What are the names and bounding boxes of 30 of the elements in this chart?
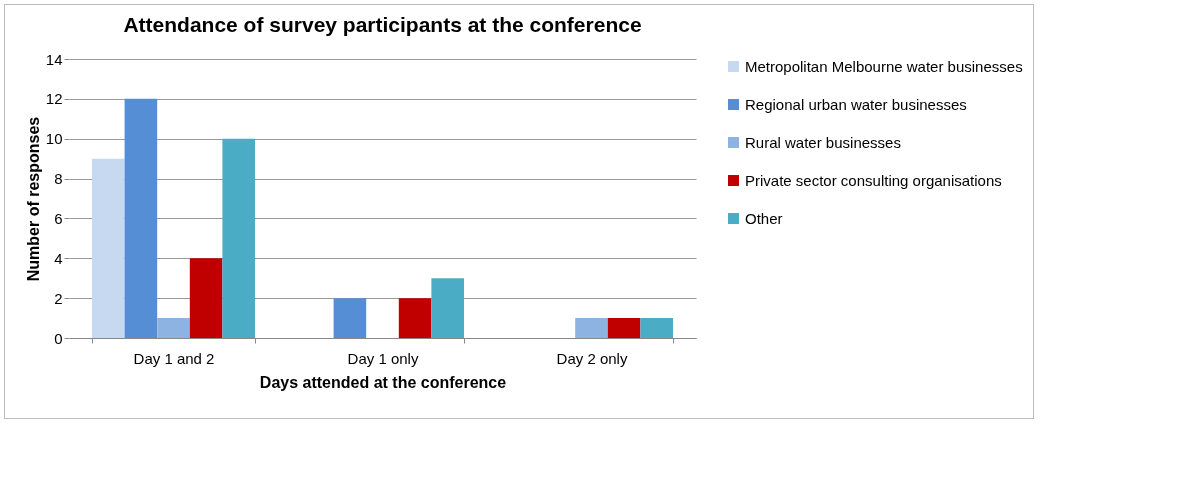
y-tick-label: 10 xyxy=(45,130,63,148)
legend-label: Other xyxy=(745,209,783,227)
bar xyxy=(124,98,158,338)
y-axis-title: Number of responses xyxy=(24,116,42,282)
bar xyxy=(157,318,190,338)
bar xyxy=(398,298,432,338)
y-tick-label: 0 xyxy=(54,329,63,347)
y-tick-label: 4 xyxy=(54,249,63,267)
y-tick-label: 8 xyxy=(54,170,63,188)
x-tick-label: Day 2 only xyxy=(556,349,628,367)
x-tick-label: Day 1 only xyxy=(347,349,419,367)
bar xyxy=(640,318,674,338)
bar xyxy=(222,138,256,338)
bar xyxy=(333,298,367,338)
bar xyxy=(91,158,125,338)
x-axis-title: Days attended at the conference xyxy=(259,373,507,391)
legend-label: Metropolitan Melbourne water businesses xyxy=(745,57,1023,75)
legend-label: Regional urban water businesses xyxy=(745,95,967,113)
x-tick-label: Day 1 and 2 xyxy=(133,349,215,367)
y-tick-label: 14 xyxy=(45,50,63,68)
chart-title: Attendance of survey participants at the conference xyxy=(123,13,642,36)
legend-label: Rural water businesses xyxy=(745,133,901,151)
legend-label: Private sector consulting organisations xyxy=(745,171,1002,189)
y-tick-label: 12 xyxy=(45,90,63,108)
bar xyxy=(575,318,608,338)
y-tick-label: 2 xyxy=(54,289,63,307)
bar xyxy=(607,318,641,338)
bar xyxy=(189,258,223,338)
bar xyxy=(431,278,465,338)
y-tick-label: 6 xyxy=(54,209,63,227)
